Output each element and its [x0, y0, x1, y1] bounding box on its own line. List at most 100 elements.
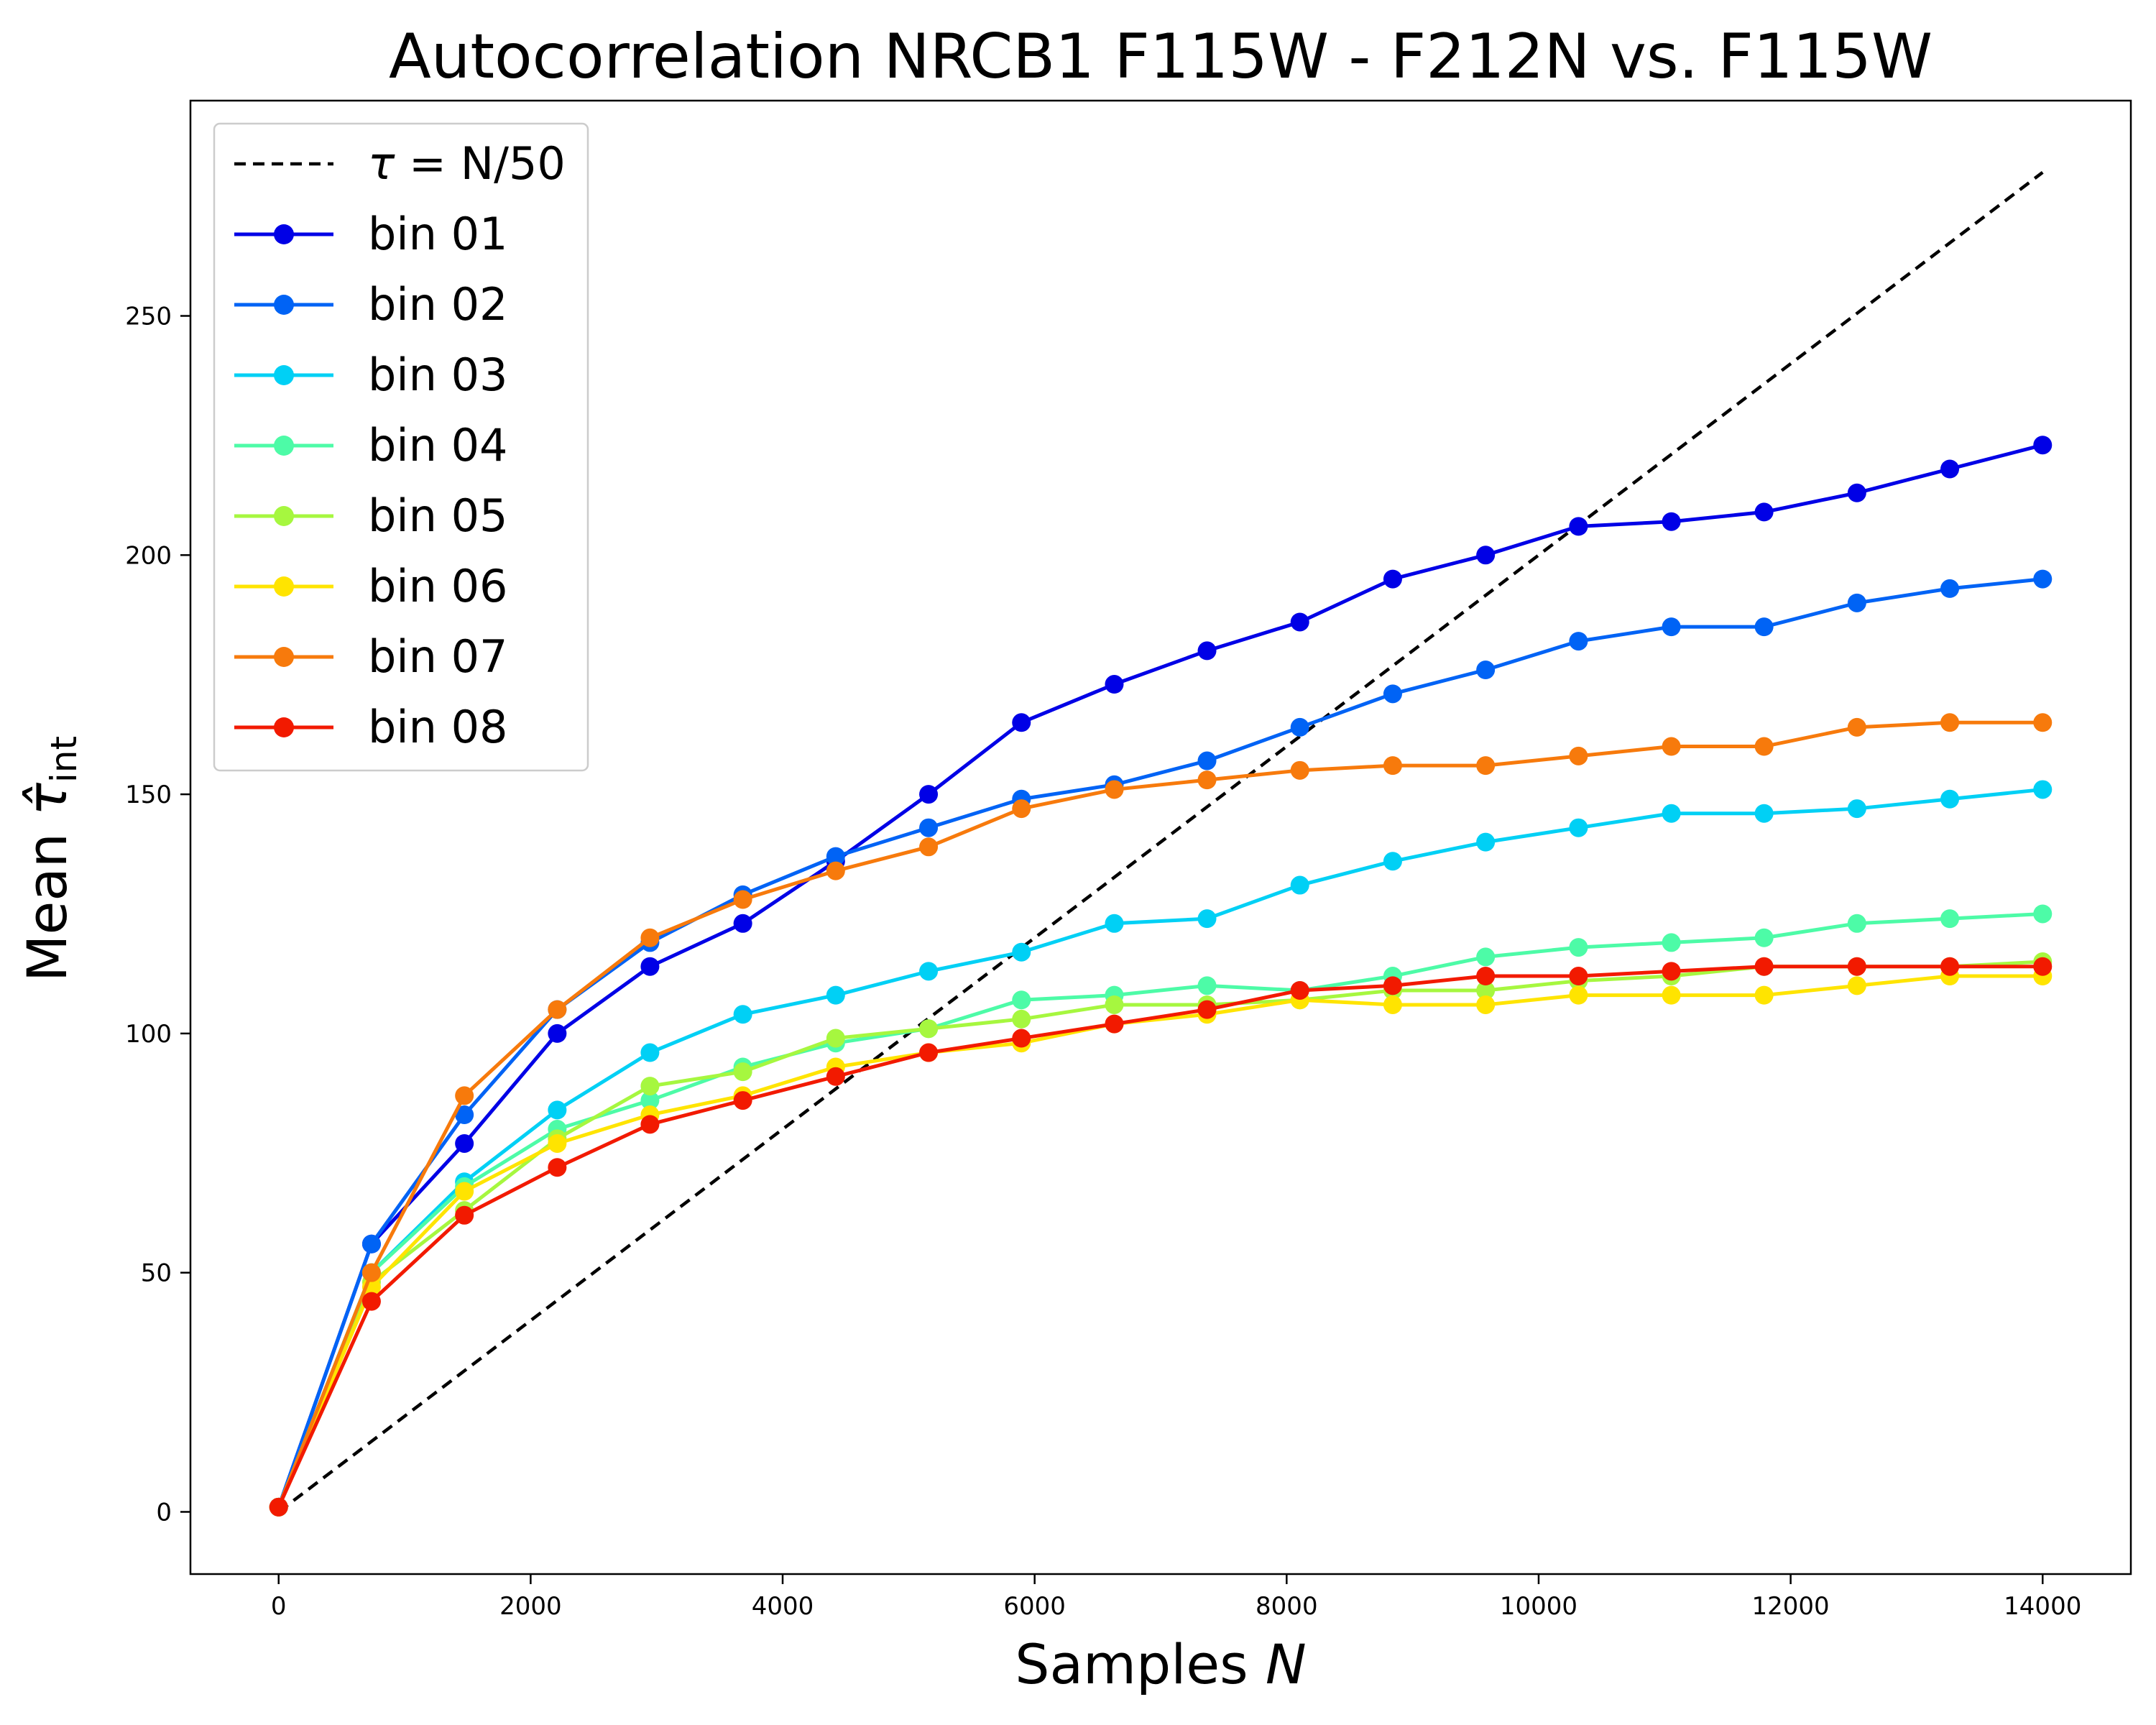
- data-point: [640, 1091, 660, 1110]
- data-point: [1383, 684, 1402, 704]
- data-point: [1290, 717, 1309, 737]
- data-point: [1383, 852, 1402, 871]
- data-point: [919, 1019, 939, 1039]
- data-point: [1105, 914, 1124, 933]
- legend-box: [213, 122, 589, 772]
- data-point: [919, 962, 939, 981]
- x-tick-label: 12000: [1752, 1592, 1830, 1621]
- data-point: [1476, 980, 1496, 1000]
- data-point: [1197, 770, 1217, 790]
- data-point: [733, 1062, 752, 1082]
- data-point: [1754, 737, 1774, 756]
- data-point: [548, 1100, 567, 1120]
- reference-line: [277, 171, 2044, 1514]
- data-point: [1569, 967, 1588, 986]
- data-point: [1569, 517, 1588, 536]
- legend-label: bin 06: [368, 560, 507, 612]
- y-axis-label-text: Mean: [15, 816, 79, 982]
- data-point: [1847, 799, 1866, 819]
- data-point: [1012, 1009, 1031, 1029]
- legend-item-reference: τ = N/50: [234, 137, 566, 190]
- legend-item: bin 06: [234, 560, 507, 612]
- data-point: [1476, 832, 1496, 852]
- data-point: [1847, 957, 1866, 976]
- legend-label: τ = N/50: [368, 137, 566, 190]
- legend-marker: [274, 295, 294, 315]
- data-point: [361, 1263, 381, 1282]
- data-point: [826, 985, 845, 1005]
- data-point: [1476, 947, 1496, 967]
- data-point: [1940, 579, 1960, 598]
- data-point: [1569, 985, 1588, 1005]
- data-point: [1754, 985, 1774, 1005]
- data-point: [1569, 632, 1588, 651]
- legend-label: bin 05: [368, 489, 507, 542]
- y-tick-label: 250: [125, 303, 172, 331]
- y-tick-label: 50: [141, 1259, 172, 1288]
- data-point: [1940, 909, 1960, 929]
- legend-label: bin 03: [368, 349, 507, 401]
- data-point: [548, 1133, 567, 1153]
- legend-marker: [274, 224, 294, 244]
- data-point: [1476, 661, 1496, 680]
- data-point: [733, 1005, 752, 1024]
- data-point: [1012, 1029, 1031, 1048]
- data-point: [361, 1234, 381, 1254]
- x-tick-label: 2000: [499, 1592, 562, 1621]
- legend-item: bin 01: [234, 208, 507, 260]
- data-point: [1569, 818, 1588, 837]
- data-point: [1662, 737, 1681, 756]
- data-point: [1847, 483, 1866, 502]
- data-point: [1847, 717, 1866, 737]
- legend-label: bin 01: [368, 208, 507, 260]
- series-line: [277, 974, 2043, 1508]
- data-point: [1940, 957, 1960, 976]
- data-point: [1754, 617, 1774, 637]
- data-point: [1012, 799, 1031, 819]
- data-point: [1197, 976, 1217, 995]
- x-tick-label: 0: [271, 1592, 287, 1621]
- data-point: [2033, 780, 2053, 799]
- y-axis-label-symbol: τ̂: [15, 782, 79, 816]
- data-point: [1754, 957, 1774, 976]
- data-point: [2033, 713, 2053, 732]
- data-point: [2033, 904, 2053, 924]
- legend-marker: [274, 717, 294, 737]
- legend-items: τ = N/50 bin 01 bin 02 bin 03 bin 04 bin 05 bi…: [234, 137, 566, 753]
- data-point: [269, 1497, 288, 1517]
- x-tick-label: 8000: [1256, 1592, 1318, 1621]
- data-point: [1662, 933, 1681, 952]
- data-point: [455, 1182, 474, 1201]
- y-axis: 0 50 100 150 200 250: [125, 303, 190, 1527]
- data-point: [826, 1029, 845, 1048]
- data-point: [1290, 760, 1309, 780]
- data-point: [548, 1158, 567, 1177]
- data-point: [640, 957, 660, 976]
- data-point: [1383, 976, 1402, 995]
- data-point: [640, 1077, 660, 1096]
- legend-item: bin 02: [234, 278, 507, 331]
- data-point: [1476, 546, 1496, 565]
- legend-marker: [274, 647, 294, 667]
- data-point: [455, 1086, 474, 1105]
- data-point: [1847, 976, 1866, 995]
- data-point: [1662, 617, 1681, 637]
- series-line: [277, 965, 2043, 1508]
- legend-label-tau: τ: [368, 137, 395, 190]
- data-point: [1105, 1014, 1124, 1034]
- data-point: [640, 1043, 660, 1062]
- series-7: [269, 713, 2053, 1517]
- data-point: [1197, 909, 1217, 929]
- data-point: [1754, 804, 1774, 823]
- data-point: [1290, 612, 1309, 632]
- x-axis-label-var: N: [1266, 1632, 1307, 1696]
- legend: τ = N/50 bin 01 bin 02 bin 03 bin 04 bin 05 bi…: [213, 122, 589, 772]
- series-line: [277, 720, 2043, 1508]
- data-point: [1290, 980, 1309, 1000]
- legend-label: bin 04: [368, 419, 507, 472]
- series-layer: [269, 171, 2053, 1517]
- series-6: [269, 967, 2053, 1517]
- x-tick-label: 6000: [1003, 1592, 1066, 1621]
- x-tick-label: 10000: [1500, 1592, 1577, 1621]
- data-point: [1476, 967, 1496, 986]
